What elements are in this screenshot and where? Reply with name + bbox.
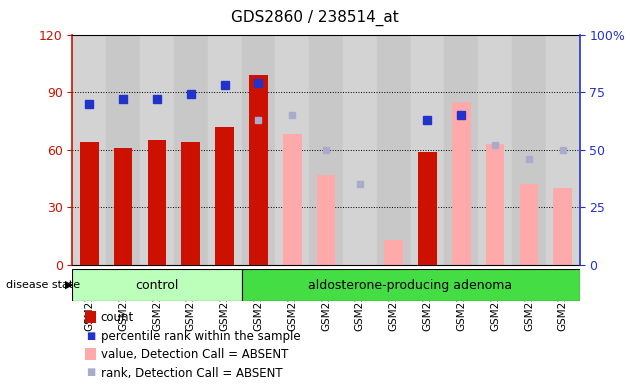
Bar	[106, 35, 140, 265]
Bar	[72, 269, 241, 301]
Bar	[343, 35, 377, 265]
Bar	[486, 144, 505, 265]
Text: control: control	[135, 279, 179, 291]
Text: disease state: disease state	[6, 280, 81, 290]
Bar	[452, 102, 471, 265]
Bar	[411, 35, 444, 265]
Text: aldosterone-producing adenoma: aldosterone-producing adenoma	[309, 279, 513, 291]
Bar	[283, 134, 302, 265]
Bar	[444, 35, 478, 265]
Text: rank, Detection Call = ABSENT: rank, Detection Call = ABSENT	[101, 367, 282, 380]
Bar	[384, 240, 403, 265]
Bar	[377, 35, 411, 265]
Bar	[241, 269, 580, 301]
Bar	[215, 127, 234, 265]
Text: ▶: ▶	[65, 280, 73, 290]
Bar	[174, 35, 208, 265]
Bar	[208, 35, 241, 265]
Text: count: count	[101, 311, 134, 324]
Bar	[140, 35, 174, 265]
Bar	[512, 35, 546, 265]
Text: value, Detection Call = ABSENT: value, Detection Call = ABSENT	[101, 348, 288, 361]
Bar	[147, 140, 166, 265]
Bar	[478, 35, 512, 265]
Bar	[275, 35, 309, 265]
Text: ■: ■	[86, 367, 95, 377]
Bar	[553, 188, 572, 265]
Bar	[181, 142, 200, 265]
Bar	[309, 35, 343, 265]
Text: ■: ■	[86, 331, 95, 341]
Text: GDS2860 / 238514_at: GDS2860 / 238514_at	[231, 10, 399, 26]
Bar	[249, 113, 268, 265]
Bar	[546, 35, 580, 265]
Bar	[249, 75, 268, 265]
Text: percentile rank within the sample: percentile rank within the sample	[101, 330, 301, 343]
Bar	[317, 175, 335, 265]
Bar	[114, 148, 132, 265]
Bar	[418, 152, 437, 265]
Bar	[520, 184, 538, 265]
Bar	[241, 35, 275, 265]
Bar	[72, 35, 106, 265]
Bar	[80, 142, 99, 265]
